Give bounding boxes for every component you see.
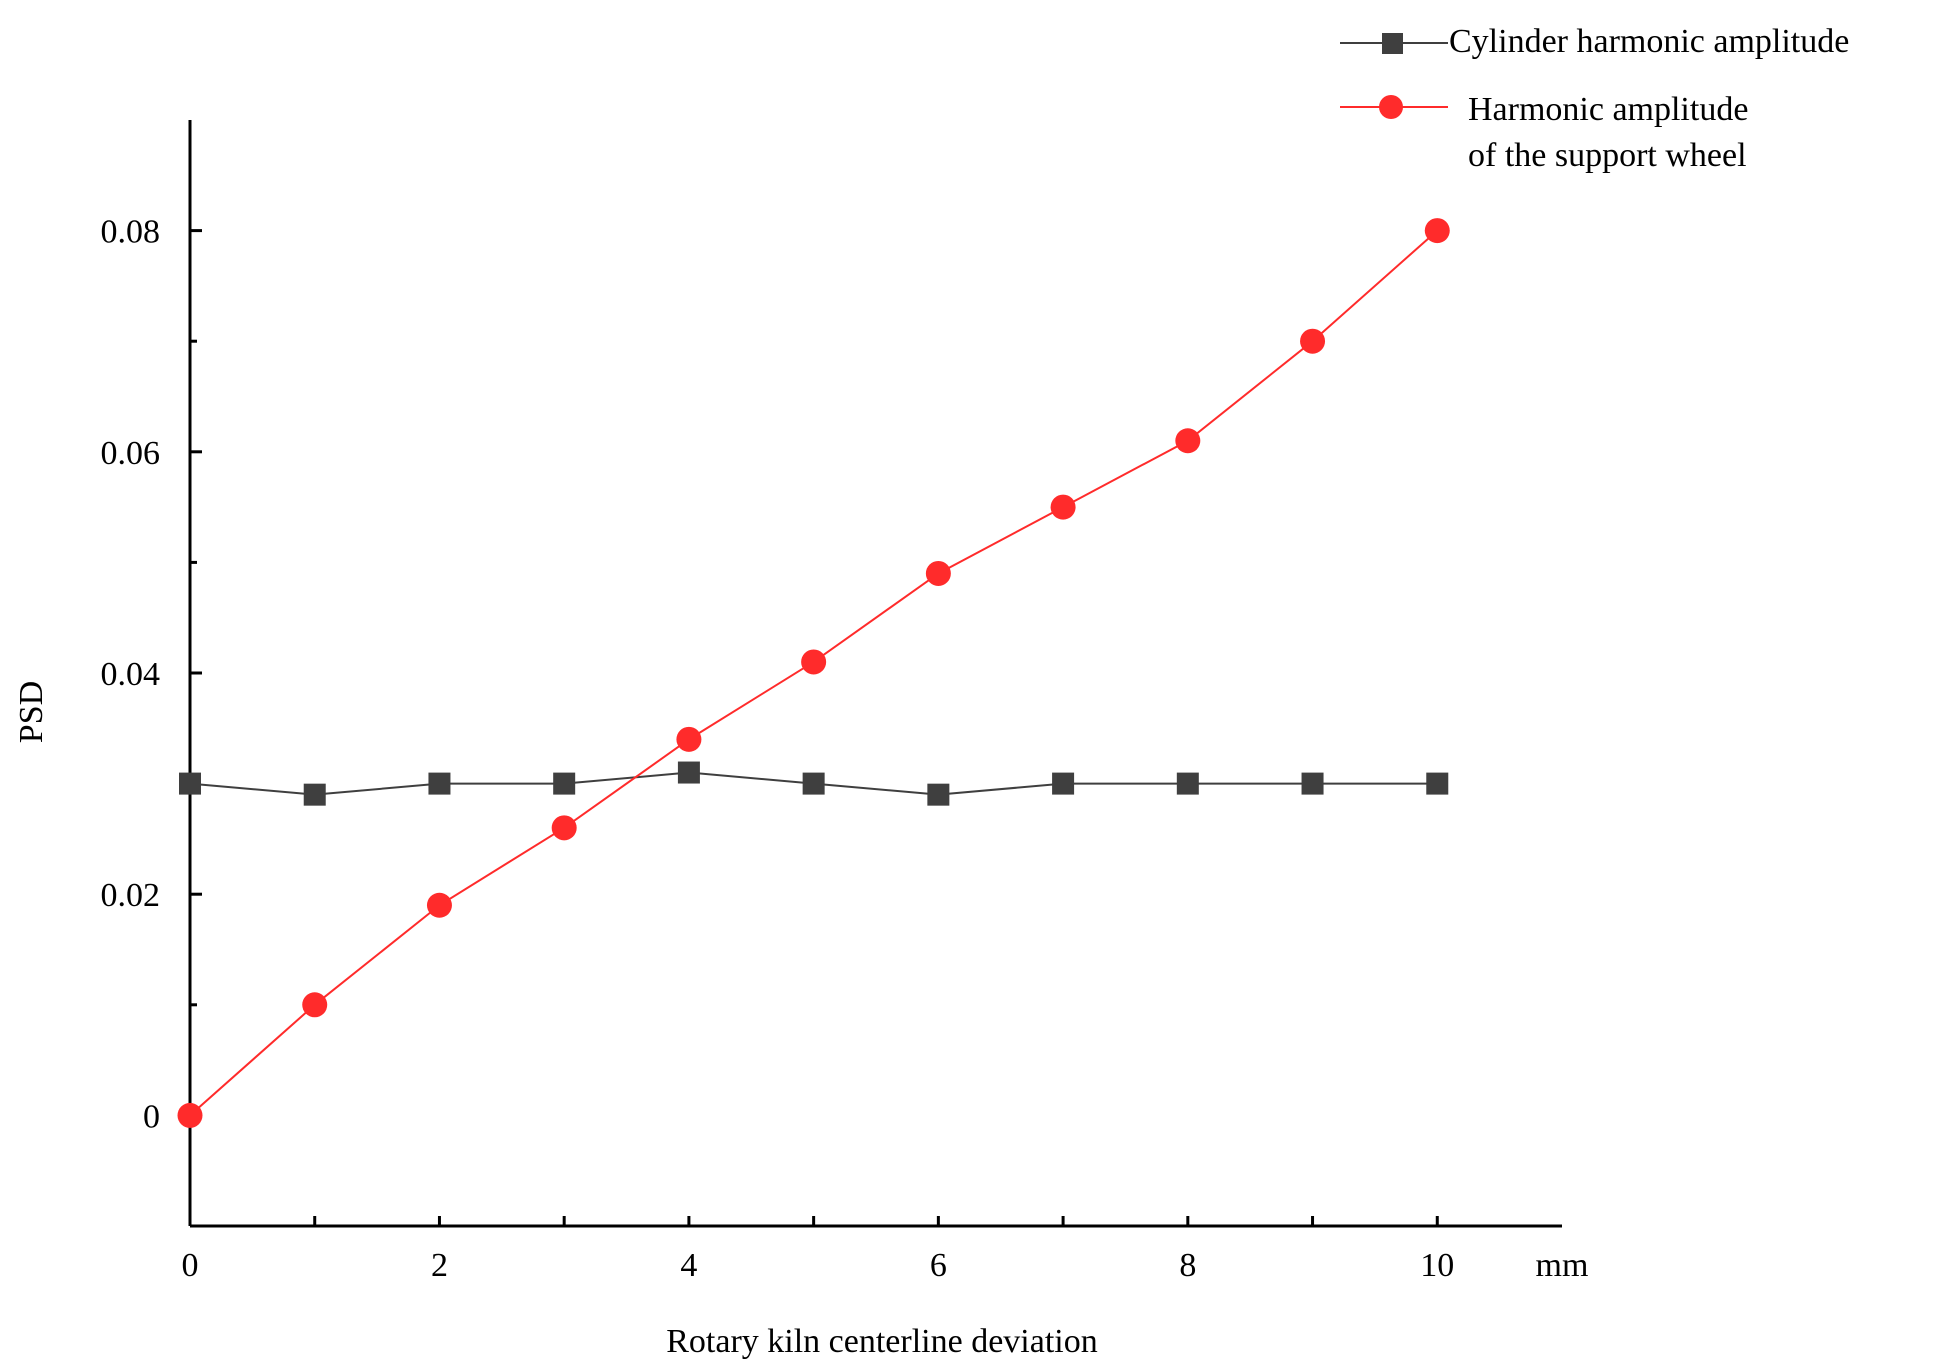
legend-item-cylinder: Cylinder harmonic amplitude bbox=[1340, 23, 1849, 60]
legend-label-support-wheel-line2: of the support wheel bbox=[1468, 137, 1747, 174]
data-point-circle bbox=[801, 649, 827, 675]
axes bbox=[188, 120, 1562, 1228]
y-tick-label: 0.08 bbox=[101, 214, 161, 251]
y-axis-title: PSD bbox=[13, 681, 50, 743]
series-cylinder bbox=[179, 761, 1449, 806]
data-point-circle bbox=[676, 726, 702, 752]
x-axis-unit: mm bbox=[1536, 1247, 1589, 1284]
y-tick-label: 0.04 bbox=[101, 656, 161, 693]
data-point-circle bbox=[426, 892, 452, 918]
x-tick-label: 2 bbox=[431, 1247, 448, 1284]
data-point-square bbox=[1052, 772, 1075, 795]
data-point-square bbox=[179, 772, 201, 795]
data-point-circle bbox=[177, 1102, 203, 1128]
data-point-square bbox=[303, 783, 326, 806]
x-tick-label: 0 bbox=[182, 1247, 199, 1284]
legend-circle-marker-icon bbox=[1379, 95, 1403, 119]
data-point-square bbox=[927, 783, 950, 806]
data-point-square bbox=[428, 772, 451, 795]
data-point-square bbox=[802, 772, 825, 795]
x-tick-label: 10 bbox=[1420, 1247, 1454, 1284]
series-support-wheel bbox=[177, 218, 1450, 1128]
series-layer bbox=[177, 218, 1450, 1128]
x-axis-title: Rotary kiln centerline deviation bbox=[666, 1323, 1097, 1360]
data-point-square bbox=[1176, 772, 1199, 795]
data-point-circle bbox=[1050, 494, 1076, 520]
legend-label-cylinder: Cylinder harmonic amplitude bbox=[1449, 23, 1849, 60]
data-point-circle bbox=[925, 560, 951, 586]
y-tick-label: 0.02 bbox=[101, 877, 161, 914]
y-tick-label: 0.06 bbox=[101, 435, 161, 472]
data-point-square bbox=[553, 772, 576, 795]
legend: Cylinder harmonic amplitude Harmonic amp… bbox=[1340, 23, 1849, 174]
x-tick-label: 6 bbox=[930, 1247, 947, 1284]
legend-square-marker-icon bbox=[1382, 33, 1403, 54]
data-point-circle bbox=[1175, 428, 1201, 454]
data-point-circle bbox=[1300, 328, 1326, 354]
y-ticks: 0 0.02 0.04 0.06 0.08 bbox=[101, 214, 202, 1228]
legend-label-support-wheel-line1: Harmonic amplitude bbox=[1468, 91, 1748, 128]
x-tick-label: 8 bbox=[1179, 1247, 1196, 1284]
legend-item-support-wheel: Harmonic amplitude of the support wheel bbox=[1340, 91, 1748, 174]
y-tick-label: 0 bbox=[143, 1098, 160, 1135]
data-point-square bbox=[677, 761, 700, 784]
data-point-circle bbox=[1424, 218, 1450, 244]
data-point-circle bbox=[302, 992, 328, 1018]
x-tick-label: 4 bbox=[680, 1247, 697, 1284]
data-point-circle bbox=[551, 815, 577, 841]
data-point-square bbox=[1426, 772, 1449, 795]
x-ticks: 0 2 4 6 8 10 bbox=[182, 1216, 1454, 1284]
data-point-square bbox=[1301, 772, 1324, 795]
